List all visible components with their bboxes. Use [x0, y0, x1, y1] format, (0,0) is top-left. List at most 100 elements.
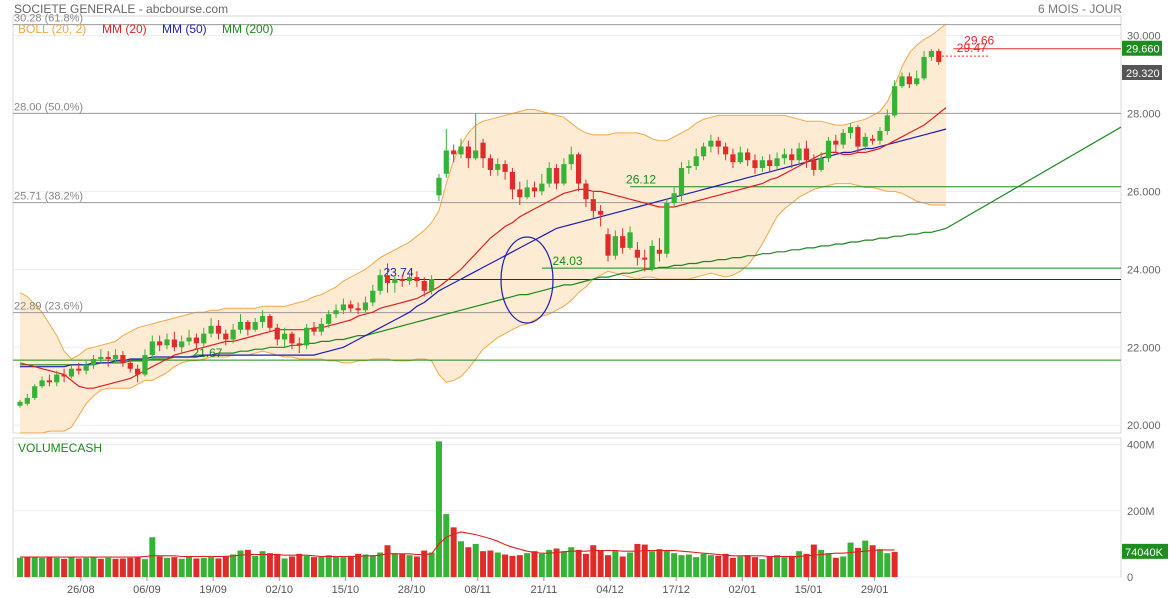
- candle-body: [237, 321, 244, 330]
- volume-bar: [377, 552, 384, 577]
- volume-bar: [590, 545, 597, 577]
- candle-body: [267, 316, 273, 328]
- candle-body: [906, 76, 912, 85]
- candle-body: [149, 341, 155, 356]
- volume-bar: [443, 514, 450, 577]
- volume-bar: [803, 553, 810, 577]
- volume-bar: [649, 551, 656, 577]
- candle-body: [451, 150, 457, 155]
- candle-body: [179, 341, 185, 348]
- candle-body: [392, 279, 398, 283]
- volume-bar: [575, 549, 582, 577]
- date-tick-label: 19/09: [199, 584, 227, 596]
- candle-body: [877, 130, 883, 141]
- candle-body: [737, 152, 743, 163]
- legend-mm20[interactable]: MM (20): [102, 22, 147, 36]
- volume-bar: [384, 545, 391, 577]
- legend-boll[interactable]: BOLL (20, 2): [18, 22, 87, 36]
- price-tick-label: 26.000: [1127, 186, 1161, 198]
- volume-bar: [318, 556, 325, 577]
- candle-body: [193, 337, 199, 344]
- candle-body: [796, 148, 802, 161]
- volume-bar: [325, 555, 332, 577]
- candle-body: [61, 374, 67, 377]
- candle-body: [892, 86, 898, 116]
- candle-body: [723, 146, 729, 155]
- candle-body: [620, 236, 626, 248]
- volume-bar: [127, 557, 134, 577]
- candle-body: [914, 78, 920, 85]
- candle-body: [399, 279, 405, 282]
- price-panel: 30.28 (61.8%) 28.00 (50.0%) 25.71 (38.2%) 2…: [12, 13, 1162, 434]
- date-tick-label: 04/12: [596, 584, 624, 596]
- volume-bar: [796, 551, 803, 577]
- candle-body: [230, 329, 236, 340]
- volume-bar: [458, 541, 464, 577]
- candle-body: [274, 327, 280, 340]
- volume-bar: [553, 548, 560, 577]
- fibonacci-label: 28.00 (50.0%): [14, 101, 83, 113]
- volume-bar: [46, 556, 53, 577]
- volume-bar: [340, 557, 347, 577]
- candle-body: [539, 183, 545, 192]
- volume-bar: [97, 558, 104, 577]
- candle-body: [811, 160, 817, 170]
- support-label: 23.74: [384, 265, 414, 279]
- volume-bar: [39, 557, 46, 577]
- volume-bar: [656, 549, 663, 577]
- volume-bar: [862, 540, 869, 577]
- volume-bar: [274, 553, 281, 577]
- highlight-ellipse: [500, 236, 554, 324]
- volume-bar: [619, 556, 626, 577]
- volume-bar: [200, 557, 207, 577]
- candle-body: [127, 362, 133, 369]
- candle-body: [370, 290, 376, 303]
- candle-body: [495, 164, 501, 170]
- volume-badge: [1122, 543, 1168, 559]
- legend-mm50[interactable]: MM (50): [162, 22, 207, 36]
- candle-body: [590, 199, 596, 211]
- volume-bar: [208, 557, 215, 577]
- candle-body: [348, 304, 354, 309]
- volume-bar: [876, 549, 883, 577]
- candle-body: [524, 187, 530, 198]
- volume-panel: 0 200M 400M 74040K: [12, 437, 1168, 584]
- candle-body: [304, 327, 310, 346]
- candle-body: [693, 156, 699, 167]
- candle-body: [208, 325, 214, 334]
- candle-body: [708, 140, 714, 147]
- candle-body: [818, 158, 824, 170]
- volume-bar: [83, 557, 90, 577]
- volume-badge-text: 74040K: [1125, 547, 1164, 559]
- candle-body: [634, 249, 640, 258]
- candle-body: [700, 146, 707, 157]
- candle-body: [627, 232, 633, 248]
- volume-bar: [134, 557, 141, 577]
- volume-bar: [68, 557, 75, 577]
- candle-body: [789, 154, 795, 161]
- volume-bar: [818, 549, 825, 577]
- volume-bar: [186, 556, 193, 577]
- volume-bar: [53, 557, 60, 577]
- volume-bar: [428, 552, 435, 577]
- candle-body: [465, 146, 471, 159]
- candle-body: [24, 397, 30, 404]
- volume-bar: [538, 553, 545, 577]
- legend-mm200[interactable]: MM (200): [222, 22, 274, 36]
- volume-bar: [502, 554, 509, 577]
- candle-body: [774, 158, 780, 167]
- volume-bar: [296, 553, 303, 577]
- volume-bar: [421, 550, 428, 577]
- volume-bar: [597, 550, 604, 577]
- date-tick-label: 06/09: [133, 584, 161, 596]
- candle-body: [568, 154, 574, 165]
- candle-body: [517, 189, 523, 198]
- date-tick-label: 02/10: [265, 584, 293, 596]
- date-tick-label: 28/10: [398, 584, 426, 596]
- volume-bar: [671, 553, 678, 577]
- volume-bar: [413, 556, 420, 577]
- support-label: 26.12: [626, 173, 656, 187]
- candle-body: [752, 160, 758, 168]
- period-label[interactable]: 6 MOIS - JOUR: [1037, 2, 1122, 16]
